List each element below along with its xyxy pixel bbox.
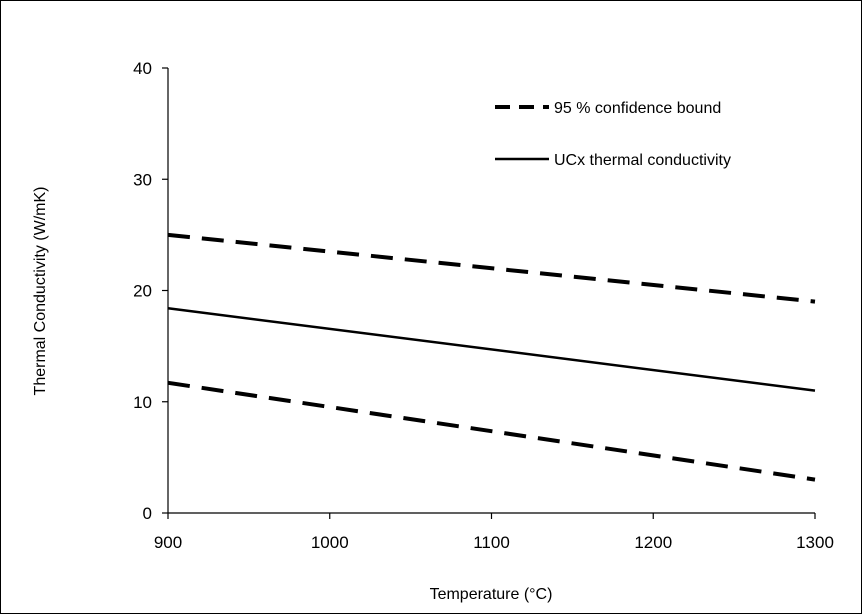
x-tick-label: 1300 (796, 533, 834, 552)
x-tick-label: 1000 (311, 533, 349, 552)
legend-label: 95 % confidence bound (554, 100, 721, 117)
x-axis-title: Temperature (°C) (430, 586, 553, 603)
series-layer (167, 232, 816, 482)
x-tick-label: 1200 (634, 533, 672, 552)
series-line-dashed-2 (167, 380, 816, 482)
y-tick-label: 30 (133, 170, 152, 189)
y-tick-label: 10 (133, 393, 152, 412)
y-axis-title: Thermal Conductivity (W/mK) (32, 187, 49, 396)
ticks: 0 10 20 30 40 900 1000 1100 1200 1300 (133, 59, 834, 552)
x-tick-label: 900 (154, 533, 182, 552)
y-tick-label: 20 (133, 282, 152, 301)
x-tick-label: 1100 (473, 533, 510, 552)
y-tick-label: 0 (143, 504, 152, 523)
y-tick-label: 40 (133, 59, 152, 78)
series-line-solid-1 (167, 307, 816, 392)
series-line-dashed-0 (167, 232, 816, 304)
legend-label: UCx thermal conductivity (554, 152, 731, 169)
legend: 95 % confidence bound UCx thermal conduct… (495, 100, 731, 169)
